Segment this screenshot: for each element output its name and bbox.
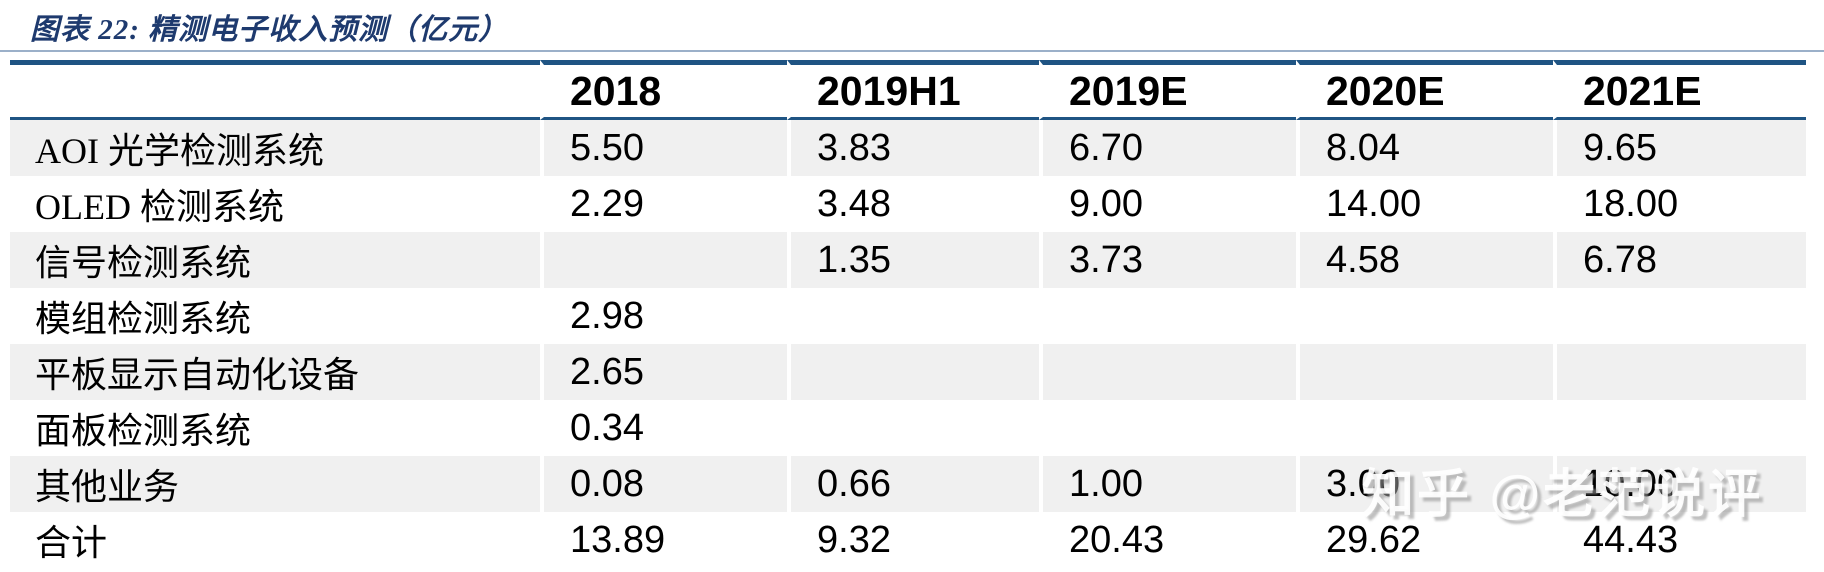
cell-value — [1553, 344, 1806, 400]
cell-value — [1039, 288, 1296, 344]
revenue-forecast-table: 2018 2019H1 2019E 2020E 2021E AOI 光学检测系统… — [10, 60, 1806, 568]
header-row: 2018 2019H1 2019E 2020E 2021E — [10, 60, 1806, 120]
cell-value: 14.00 — [1296, 176, 1553, 232]
table-row-module: 模组检测系统 2.98 — [10, 288, 1806, 344]
cell-value: 3.73 — [1039, 232, 1296, 288]
column-header-2019h1: 2019H1 — [787, 60, 1039, 120]
cell-value: 13.89 — [540, 512, 787, 568]
row-label: OLED 检测系统 — [10, 176, 540, 232]
cell-value: 9.32 — [787, 512, 1039, 568]
row-label: AOI 光学检测系统 — [10, 120, 540, 176]
cell-value — [540, 232, 787, 288]
column-header-label — [10, 60, 540, 120]
title-divider — [0, 50, 1824, 52]
cell-value: 8.04 — [1296, 120, 1553, 176]
cell-value — [1553, 400, 1806, 456]
table-row-total: 合计 13.89 9.32 20.43 29.62 44.43 — [10, 512, 1806, 568]
cell-value: 9.00 — [1039, 176, 1296, 232]
cell-value — [1296, 344, 1553, 400]
cell-value: 20.43 — [1039, 512, 1296, 568]
cell-value — [1296, 400, 1553, 456]
cell-value: 9.65 — [1553, 120, 1806, 176]
cell-value: 1.00 — [1039, 456, 1296, 512]
cell-value: 5.50 — [540, 120, 787, 176]
row-label: 模组检测系统 — [10, 288, 540, 344]
row-label: 信号检测系统 — [10, 232, 540, 288]
cell-value: 1.35 — [787, 232, 1039, 288]
cell-value — [1039, 400, 1296, 456]
table-row-panel: 面板检测系统 0.34 — [10, 400, 1806, 456]
cell-value — [1296, 288, 1553, 344]
cell-value: 44.43 — [1553, 512, 1806, 568]
column-header-2021e: 2021E — [1553, 60, 1806, 120]
cell-value: 4.58 — [1296, 232, 1553, 288]
cell-value: 2.65 — [540, 344, 787, 400]
cell-value: 3.00 — [1296, 456, 1553, 512]
cell-value: 29.62 — [1296, 512, 1553, 568]
table-row-other: 其他业务 0.08 0.66 1.00 3.00 10.00 — [10, 456, 1806, 512]
cell-value: 2.29 — [540, 176, 787, 232]
cell-value: 6.78 — [1553, 232, 1806, 288]
cell-value — [787, 288, 1039, 344]
cell-value: 18.00 — [1553, 176, 1806, 232]
table-row-signal: 信号检测系统 1.35 3.73 4.58 6.78 — [10, 232, 1806, 288]
cell-value: 6.70 — [1039, 120, 1296, 176]
row-label: 平板显示自动化设备 — [10, 344, 540, 400]
column-header-2019e: 2019E — [1039, 60, 1296, 120]
row-label: 合计 — [10, 512, 540, 568]
table-row-oled: OLED 检测系统 2.29 3.48 9.00 14.00 18.00 — [10, 176, 1806, 232]
cell-value — [787, 344, 1039, 400]
cell-value — [1039, 344, 1296, 400]
cell-value: 10.00 — [1553, 456, 1806, 512]
cell-value: 2.98 — [540, 288, 787, 344]
cell-value — [787, 400, 1039, 456]
row-label: 面板检测系统 — [10, 400, 540, 456]
cell-value — [1553, 288, 1806, 344]
figure-title: 图表 22: 精测电子收入预测（亿元） — [30, 14, 509, 46]
cell-value: 0.66 — [787, 456, 1039, 512]
cell-value: 3.48 — [787, 176, 1039, 232]
column-header-2020e: 2020E — [1296, 60, 1553, 120]
cell-value: 0.34 — [540, 400, 787, 456]
cell-value: 3.83 — [787, 120, 1039, 176]
cell-value: 0.08 — [540, 456, 787, 512]
table-row-flatpanel-automation: 平板显示自动化设备 2.65 — [10, 344, 1806, 400]
row-label: 其他业务 — [10, 456, 540, 512]
column-header-2018: 2018 — [540, 60, 787, 120]
table-row-aoi: AOI 光学检测系统 5.50 3.83 6.70 8.04 9.65 — [10, 120, 1806, 176]
